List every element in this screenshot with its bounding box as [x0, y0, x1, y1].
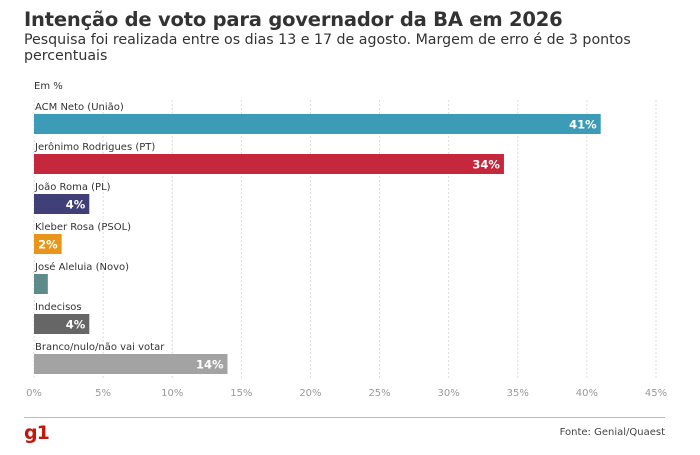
footer-divider — [24, 417, 665, 418]
tick-label: 20% — [299, 388, 321, 399]
tick-label: 10% — [161, 388, 183, 399]
bar — [34, 354, 228, 374]
unit-label: Em % — [34, 81, 63, 92]
category-label: Jerônimo Rodrigues (PT) — [34, 141, 155, 153]
bar — [34, 114, 601, 134]
tick-label: 5% — [95, 388, 111, 399]
data-label: 14% — [196, 358, 224, 372]
data-label: 4% — [66, 318, 86, 332]
category-label: João Roma (PL) — [34, 182, 111, 193]
data-label: 4% — [66, 198, 86, 212]
bar — [34, 314, 90, 334]
source-note: Fonte: Genial/Quaest — [559, 427, 665, 438]
category-label: Branco/nulo/não vai votar — [35, 342, 165, 353]
g1-logo: g1 — [24, 422, 50, 444]
tick-label: 45% — [645, 388, 667, 399]
data-label: 34% — [472, 158, 500, 172]
tick-label: 40% — [576, 388, 598, 399]
category-label: Indecisos — [35, 302, 82, 313]
tick-label: 35% — [507, 388, 529, 399]
category-label: Kleber Rosa (PSOL) — [35, 222, 131, 233]
bar — [34, 194, 90, 214]
data-label: 41% — [569, 118, 597, 132]
bar — [34, 274, 48, 294]
category-label: José Aleluia (Novo) — [34, 261, 129, 273]
bar — [34, 154, 504, 174]
data-label: 2% — [38, 238, 58, 252]
chart-subtitle: Pesquisa foi realizada entre os dias 13 … — [24, 32, 631, 64]
tick-label: 25% — [368, 388, 390, 399]
tick-label: 15% — [230, 388, 252, 399]
bar — [34, 234, 62, 254]
chart-title: Intenção de voto para governador da BA e… — [24, 8, 563, 31]
category-label: ACM Neto (União) — [35, 102, 124, 113]
tick-label: 0% — [26, 388, 42, 399]
tick-label: 30% — [438, 388, 460, 399]
